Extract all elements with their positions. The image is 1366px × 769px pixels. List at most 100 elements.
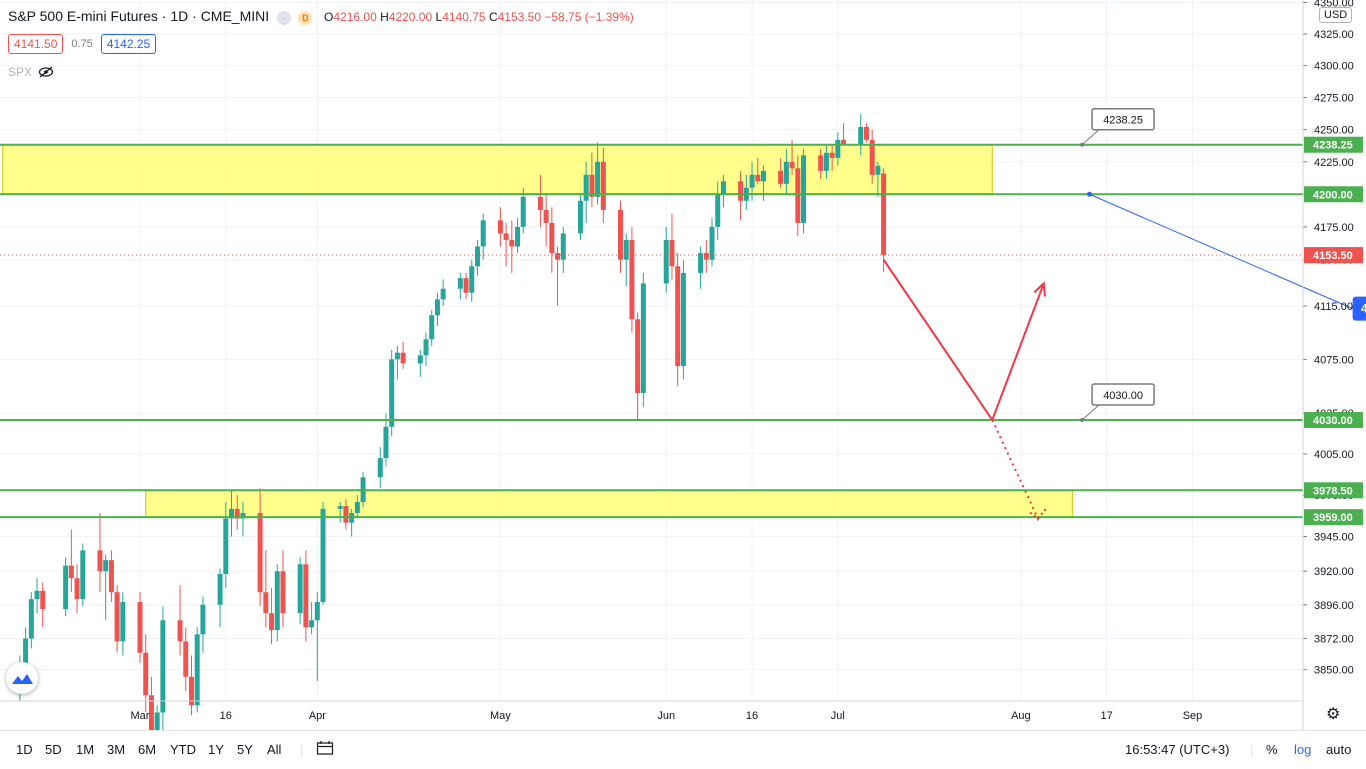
candle-body[interactable] (509, 239, 515, 247)
candle-body[interactable] (709, 226, 715, 260)
eye-dot-icon[interactable]: · (276, 10, 291, 25)
hidden-eye-icon[interactable] (38, 66, 54, 78)
indicator-label[interactable]: SPX (8, 65, 33, 79)
candle-body[interactable] (80, 550, 86, 600)
candle-body[interactable] (703, 253, 709, 260)
candle-body[interactable] (457, 278, 463, 289)
candle-body[interactable] (160, 620, 166, 713)
candle[interactable] (463, 272, 469, 300)
sell-price-button[interactable]: 4141.50 (8, 34, 64, 54)
candle[interactable] (589, 152, 595, 208)
candle[interactable] (320, 501, 326, 605)
candle[interactable] (434, 292, 440, 326)
candle-body[interactable] (263, 592, 269, 614)
candle-body[interactable] (783, 161, 789, 184)
candle[interactable] (257, 488, 263, 607)
candle-body[interactable] (698, 253, 704, 273)
candle[interactable] (280, 550, 286, 628)
range-1m[interactable]: 1M (76, 742, 95, 757)
candle[interactable] (841, 123, 847, 146)
candle-body[interactable] (40, 590, 46, 609)
candle-body[interactable] (583, 174, 589, 201)
candle[interactable] (417, 349, 423, 377)
candle-body[interactable] (881, 173, 887, 256)
candle-body[interactable] (200, 604, 206, 635)
candle-body[interactable] (875, 165, 881, 175)
candle[interactable] (715, 181, 721, 240)
candle[interactable] (577, 194, 583, 240)
candle-body[interactable] (28, 599, 34, 639)
chart-drawings[interactable]: 4238.25 4030.00 4200.00 (882, 107, 1366, 520)
symbol-header[interactable]: S&P 500 E-mini Futures · 1D · CME_MINI ·… (8, 8, 634, 25)
candle[interactable] (778, 157, 784, 188)
candle[interactable] (635, 312, 641, 421)
candle[interactable] (314, 592, 320, 682)
candle-body[interactable] (543, 209, 549, 223)
candle[interactable] (377, 447, 383, 489)
candle-body[interactable] (389, 359, 395, 427)
candle[interactable] (669, 213, 675, 280)
candle[interactable] (549, 207, 555, 273)
candle-body[interactable] (715, 194, 721, 227)
candle[interactable] (480, 213, 486, 260)
candle-body[interactable] (623, 239, 629, 260)
candle[interactable] (709, 217, 715, 267)
candle[interactable] (217, 568, 223, 628)
candle-body[interactable] (629, 239, 635, 320)
candle-body[interactable] (720, 181, 726, 195)
candle-body[interactable] (434, 299, 440, 316)
candle-body[interactable] (869, 139, 875, 175)
candle-body[interactable] (577, 200, 583, 234)
candle[interactable] (835, 132, 841, 166)
candle-body[interactable] (274, 571, 280, 631)
candle[interactable] (881, 168, 887, 272)
candle-body[interactable] (303, 564, 309, 628)
candle-body[interactable] (394, 352, 400, 360)
candle[interactable] (818, 148, 824, 179)
range-ytd[interactable]: YTD (170, 742, 196, 757)
candle[interactable] (675, 253, 681, 387)
date-range-icon[interactable] (316, 740, 334, 759)
candle[interactable] (143, 634, 149, 713)
candle[interactable] (801, 148, 807, 234)
candle-body[interactable] (68, 565, 74, 579)
candle-body[interactable] (154, 712, 160, 730)
candle-body[interactable] (760, 170, 766, 182)
candle-body[interactable] (34, 590, 40, 600)
support-resistance-zone[interactable] (2, 144, 993, 195)
candle[interactable] (863, 123, 869, 143)
candle[interactable] (74, 564, 80, 614)
projection-dotted-path[interactable] (991, 419, 1039, 519)
candle-body[interactable] (177, 620, 183, 642)
candle[interactable] (555, 246, 561, 306)
candle-body[interactable] (309, 620, 315, 628)
candle-body[interactable] (503, 233, 509, 240)
candle[interactable] (583, 161, 589, 223)
candle-body[interactable] (801, 155, 807, 223)
candle-body[interactable] (738, 181, 744, 201)
price-chart[interactable]: 4238.25 4030.00 4200.00 4350.00 4325.00 4300… (0, 0, 1366, 730)
candle-body[interactable] (280, 571, 286, 614)
candle[interactable] (755, 157, 761, 184)
range-5d[interactable]: 5D (45, 742, 62, 757)
candle-body[interactable] (314, 601, 320, 621)
candle[interactable] (394, 345, 400, 380)
candle-body[interactable] (858, 127, 864, 146)
log-toggle[interactable]: log (1294, 742, 1312, 757)
price-callout[interactable]: 4238.25 (1080, 107, 1155, 147)
candle-body[interactable] (423, 339, 429, 356)
candle[interactable] (537, 174, 543, 227)
candle-body[interactable] (343, 506, 349, 523)
candle[interactable] (543, 194, 549, 247)
candle-body[interactable] (320, 508, 326, 602)
candle[interactable] (503, 222, 509, 267)
percent-toggle[interactable]: % (1266, 742, 1278, 757)
candle[interactable] (680, 259, 686, 380)
candle-body[interactable] (269, 613, 275, 631)
candle[interactable] (137, 592, 143, 663)
candle[interactable] (457, 272, 463, 300)
candle-body[interactable] (143, 652, 149, 696)
candle-body[interactable] (795, 168, 801, 223)
candle-body[interactable] (194, 634, 200, 706)
candle-body[interactable] (640, 283, 646, 393)
